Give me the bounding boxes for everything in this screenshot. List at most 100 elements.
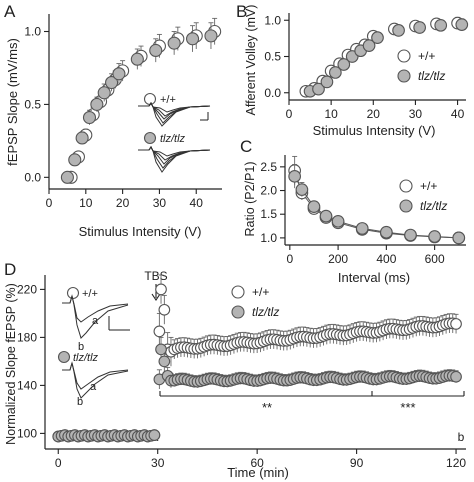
panel-a-series-2-point bbox=[186, 32, 200, 46]
panel-d-series-1-point bbox=[153, 325, 166, 338]
panel-a-xlabel: Stimulus Intensity (V) bbox=[79, 224, 202, 239]
panel-d-inset-wt-marker bbox=[66, 286, 80, 300]
panel-d-inset-mut-marker bbox=[57, 350, 71, 364]
panel-d-y-tick-label: 100 bbox=[17, 426, 37, 440]
panel-c-legend-wt-marker bbox=[399, 179, 413, 193]
panel-d-legend-wt-label: +/+ bbox=[252, 285, 269, 299]
panel-d-inset-mut-label: tlz/tlz bbox=[73, 352, 99, 364]
panel-a-series-2-point bbox=[75, 131, 89, 145]
panel-b-series-2-point bbox=[362, 39, 376, 52]
panel-d-series-2-point bbox=[148, 429, 161, 441]
panel-d-y-tick-label: 140 bbox=[17, 378, 37, 392]
inset-traces-wt bbox=[138, 102, 211, 127]
inset-legend-wt-label: +/+ bbox=[160, 94, 176, 106]
panel-c-ylabel: Ratio (P2/P1) bbox=[243, 161, 257, 236]
panel-c-x-tick-label: 400 bbox=[376, 252, 396, 266]
panel-b-series-2-point bbox=[337, 58, 351, 71]
panel-c-y-tick-label: 1.5 bbox=[260, 207, 277, 221]
panel-c-series-2-point bbox=[452, 231, 466, 245]
panel-c-y-tick-label: 2.0 bbox=[260, 184, 277, 198]
panel-d-inset-mut-a: a bbox=[90, 381, 97, 393]
panel-c-series-2-point bbox=[380, 225, 393, 239]
panel-b-x-tick-label: 0 bbox=[286, 107, 293, 121]
panel-c-series-2-point bbox=[331, 214, 345, 228]
panel-a-series-2-point bbox=[60, 170, 74, 184]
panel-c-x-tick-label: 200 bbox=[328, 252, 348, 266]
panel-c-series-2-line bbox=[294, 176, 459, 239]
panel-d-inset-mut-traces bbox=[62, 361, 129, 399]
panel-a-series-2-point bbox=[82, 110, 97, 125]
panel-c-xlabel: Interval (ms) bbox=[338, 270, 410, 285]
panel-b-x-tick-label: 10 bbox=[324, 107, 338, 121]
panel-d-chart: Time (min) Normalized Slope fEPSP (%) +/… bbox=[4, 269, 466, 480]
panel-b-series-2-point bbox=[320, 75, 334, 89]
panel-label-a: A bbox=[4, 2, 16, 21]
panel-a-series-2-point bbox=[204, 29, 218, 43]
panel-b-chart: Stimulus Intensity (V) Afferent Volley (… bbox=[244, 5, 469, 138]
panel-b-legend-wt-marker bbox=[397, 49, 411, 63]
panel-d-legend-wt-marker bbox=[231, 285, 245, 299]
panel-d-series-2-point bbox=[158, 355, 171, 368]
panel-d-x-tick-label: 90 bbox=[350, 456, 364, 470]
panel-c-x-tick-label: 600 bbox=[425, 252, 445, 266]
inset-legend-mut-label: tlz/tlz bbox=[160, 133, 186, 145]
panel-a-series-2-point bbox=[105, 75, 119, 90]
panel-a-series-2-point bbox=[149, 43, 163, 58]
panel-a-x-tick-label: 30 bbox=[153, 196, 167, 210]
panel-a-series-2-point bbox=[167, 36, 181, 50]
panel-b-series-2-point bbox=[434, 18, 448, 32]
panel-a-x-tick-label: 20 bbox=[116, 196, 130, 210]
panel-c-series-2-point bbox=[295, 183, 309, 196]
panel-b-x-tick-label: 40 bbox=[451, 107, 465, 121]
tbs-label: TBS bbox=[144, 269, 167, 283]
panel-c-series-2-point bbox=[307, 200, 321, 213]
panel-a-x-tick-label: 10 bbox=[79, 196, 93, 210]
panel-a-y-tick-label: 1.0 bbox=[24, 25, 41, 39]
panel-b-legend-mut-marker bbox=[397, 69, 411, 83]
panel-d-series-2-point bbox=[155, 343, 167, 356]
panel-a-series-2-point bbox=[112, 67, 126, 81]
panel-d-xlabel: Time (min) bbox=[227, 465, 289, 480]
inset-traces-mut bbox=[138, 146, 211, 173]
panel-c-series-2-point bbox=[404, 228, 417, 242]
panel-c-legend-wt-label: +/+ bbox=[420, 179, 437, 193]
panel-d-inset-wt-b: b bbox=[78, 341, 84, 353]
panel-c-series-2-point bbox=[355, 222, 369, 235]
panel-a-x-tick-label: 0 bbox=[46, 196, 53, 210]
panel-a-series-2-point bbox=[97, 86, 111, 100]
panel-b-legend-wt-label: +/+ bbox=[418, 49, 435, 63]
panel-d-inset-wt-label: +/+ bbox=[82, 288, 98, 300]
panel-d-series-1-point bbox=[155, 283, 167, 296]
panel-b-legend-mut-label: tlz/tlz bbox=[418, 69, 445, 83]
panel-d-legend-mut-label: tlz/tlz bbox=[252, 305, 279, 319]
panel-d-x-tick-label: 30 bbox=[151, 456, 165, 470]
panel-c-legend-mut-label: tlz/tlz bbox=[420, 199, 447, 213]
panel-a-series-2-point bbox=[90, 97, 104, 111]
panel-d-inset-wt-traces bbox=[62, 294, 129, 339]
panel-a-x-tick-label: 40 bbox=[190, 196, 204, 210]
panel-b-y-tick-label: 0.0 bbox=[264, 86, 281, 100]
panel-d-ylabel: Normalized Slope fEPSP (%) bbox=[4, 283, 18, 445]
panel-b-series-2-point bbox=[392, 24, 405, 37]
panel-c-x-tick-label: 0 bbox=[286, 252, 293, 266]
panel-b-series-2-point bbox=[312, 82, 325, 96]
panel-a-inset-traces: +/+ tlz/tlz bbox=[138, 92, 211, 173]
panel-d-inset-wt-a: a bbox=[92, 315, 99, 327]
panel-label-b: B bbox=[236, 2, 247, 21]
panel-c-series-2-point bbox=[319, 209, 333, 223]
panel-b-series-2-point bbox=[329, 66, 342, 79]
inset-legend-mut-marker bbox=[143, 131, 157, 145]
panel-b-series-2-point bbox=[371, 31, 384, 45]
panel-d-inset-mut-b: b bbox=[77, 396, 83, 408]
panel-d-y-tick-label: 180 bbox=[17, 330, 37, 344]
panel-c-y-tick-label: 1.0 bbox=[260, 231, 277, 245]
panel-c-legend-mut-marker bbox=[399, 199, 413, 213]
panel-b-y-tick-label: 0.5 bbox=[264, 50, 281, 64]
panel-d-x-tick-label: 120 bbox=[446, 456, 466, 470]
panel-a-y-tick-label: 0.5 bbox=[24, 97, 41, 111]
panel-b-ylabel: Afferent Volley (mV) bbox=[244, 5, 258, 116]
panel-label-d: D bbox=[4, 260, 16, 279]
panel-b-x-tick-label: 30 bbox=[409, 107, 423, 121]
panel-b-xlabel: Stimulus Intensity (V) bbox=[313, 123, 436, 138]
